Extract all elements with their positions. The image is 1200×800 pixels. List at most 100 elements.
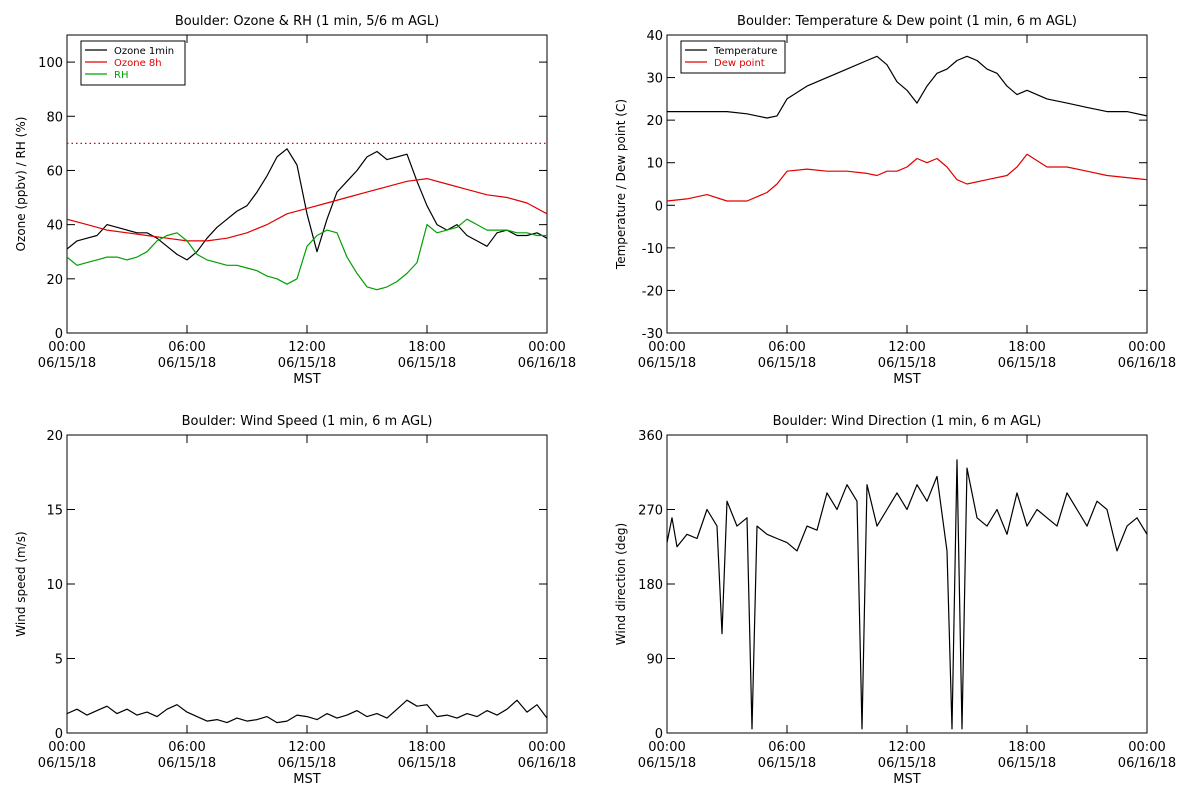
wind_speed-ytick-label: 20 — [46, 429, 63, 444]
ozone_rh-legend — [80, 40, 186, 86]
wind_speed-panel: Boulder: Wind Speed (1 min, 6 m AGL) 0 5 10… — [14, 414, 576, 787]
temp_dew-xtick-date: 06/15/18 — [998, 356, 1056, 371]
wind_speed-xtick-time: 06:00 — [168, 740, 205, 755]
ozone_rh-ytick-label: 40 — [46, 219, 63, 234]
wind_speed-title: Boulder: Wind Speed (1 min, 6 m AGL) — [182, 414, 433, 429]
wind_direction-xtick-time: 12:00 — [888, 740, 925, 755]
ozone_rh-xtick-time: 00:00 — [48, 340, 85, 355]
ozone_rh-xtick-time: 18:00 — [408, 340, 445, 355]
temp_dew-plot-area — [667, 55, 1147, 202]
ozone_rh-xtick-time: 00:00 — [528, 340, 565, 355]
ozone_rh-xtick-date: 06/15/18 — [278, 356, 336, 371]
wind_direction-xlabel: MST — [893, 772, 920, 787]
ozone_rh-title: Boulder: Ozone & RH (1 min, 5/6 m AGL) — [175, 14, 439, 29]
wind_direction-ylabel: Wind direction (deg) — [614, 523, 628, 645]
temp_dew-legend-label: Temperature — [713, 46, 777, 57]
ozone_rh-xtick-time: 12:00 — [288, 340, 325, 355]
wind_direction-xtick-time: 18:00 — [1008, 740, 1045, 755]
temp_dew-legend — [680, 40, 786, 74]
wind_direction-ytick-label: 0 — [655, 727, 663, 742]
wind_speed-ylabel: Wind speed (m/s) — [14, 531, 28, 636]
temp_dew-title: Boulder: Temperature & Dew point (1 min,… — [737, 14, 1077, 29]
wind_speed-ytick-label: 10 — [46, 578, 63, 593]
wind_speed-xtick-date: 06/15/18 — [158, 756, 216, 771]
ozone_rh-xlabel: MST — [293, 372, 320, 387]
wind_direction-xtick-time: 00:00 — [1128, 740, 1165, 755]
temp_dew-xtick-date: 06/15/18 — [878, 356, 936, 371]
ozone_rh-legend-label: Ozone 1min — [114, 46, 174, 57]
wind_speed-xtick-time: 00:00 — [528, 740, 565, 755]
ozone_rh-ytick-label: 100 — [38, 56, 63, 71]
ozone_rh-legend-label: RH — [114, 70, 128, 81]
wind_direction-ytick-label: 90 — [646, 653, 663, 668]
wind_speed-ytick-label: 5 — [55, 653, 63, 668]
wind_direction-ytick-label: 180 — [638, 578, 663, 593]
temp_dew-ytick-label: -20 — [642, 284, 663, 299]
ozone_rh-series-ozone-1min-line — [67, 148, 547, 261]
ozone_rh-ytick-label: 60 — [46, 164, 63, 179]
temp_dew-xtick-time: 18:00 — [1008, 340, 1045, 355]
wind_direction-xtick-date: 06/16/18 — [1118, 756, 1176, 771]
wind_direction-xtick-date: 06/15/18 — [758, 756, 816, 771]
temp_dew-xtick-date: 06/15/18 — [758, 356, 816, 371]
ozone_rh-xtick-date: 06/16/18 — [518, 356, 576, 371]
temp_dew-ytick-label: 30 — [646, 72, 663, 87]
wind_speed-ytick-label: 15 — [46, 504, 63, 519]
temp_dew-xtick-date: 06/16/18 — [1118, 356, 1176, 371]
ozone_rh-xtick-date: 06/15/18 — [398, 356, 456, 371]
wind_direction-xtick-date: 06/15/18 — [878, 756, 936, 771]
wind_direction-title: Boulder: Wind Direction (1 min, 6 m AGL) — [773, 414, 1042, 429]
ozone_rh-legend-label: Ozone 8h — [114, 58, 162, 69]
ozone_rh-panel: Boulder: Ozone & RH (1 min, 5/6 m AGL) 0 2… — [14, 14, 576, 387]
ozone_rh-ytick-label: 80 — [46, 110, 63, 125]
temp_dew-series-dew-point-line — [667, 153, 1147, 202]
temp_dew-ytick-label: 20 — [646, 114, 663, 129]
wind_speed-ytick-label: 0 — [55, 727, 63, 742]
temp_dew-ytick-label: 40 — [646, 29, 663, 44]
wind_direction-xtick-date: 06/15/18 — [998, 756, 1056, 771]
temp_dew-xtick-time: 06:00 — [768, 340, 805, 355]
wind_speed-xtick-date: 06/15/18 — [398, 756, 456, 771]
ozone_rh-series-ozone-8h-line — [67, 178, 547, 242]
temp_dew-xlabel: MST — [893, 372, 920, 387]
ozone_rh-xtick-date: 06/15/18 — [38, 356, 96, 371]
wind_direction-ytick-label: 270 — [638, 504, 663, 519]
temp_dew-xtick-time: 12:00 — [888, 340, 925, 355]
temp_dew-ytick-label: 0 — [655, 199, 663, 214]
wind_speed-xtick-time: 00:00 — [48, 740, 85, 755]
ozone_rh-xtick-date: 06/15/18 — [158, 356, 216, 371]
ozone_rh-ytick-label: 0 — [55, 327, 63, 342]
temp_dew-legend-label: Dew point — [714, 58, 765, 69]
wind_speed-series-0-line — [67, 699, 547, 724]
wind_direction-ytick-label: 360 — [638, 429, 663, 444]
temp_dew-ylabel: Temperature / Dew point (C) — [614, 99, 628, 270]
wind_direction-plot-area — [667, 459, 1147, 730]
wind_speed-xtick-date: 06/15/18 — [38, 756, 96, 771]
temp_dew-xtick-time: 00:00 — [648, 340, 685, 355]
wind_speed-plot-area — [67, 699, 547, 724]
temp_dew-panel: Boulder: Temperature & Dew point (1 min,… — [614, 14, 1176, 387]
temp_dew-ytick-label: -10 — [642, 242, 663, 257]
wind_direction-series-0-line — [667, 459, 1147, 730]
temp_dew-ytick-label: -30 — [642, 327, 663, 342]
wind_speed-xtick-date: 06/15/18 — [278, 756, 336, 771]
ozone_rh-ytick-label: 20 — [46, 273, 63, 288]
temp_dew-xtick-time: 00:00 — [1128, 340, 1165, 355]
ozone_rh-ylabel: Ozone (ppbv) / RH (%) — [14, 117, 28, 252]
ozone_rh-xtick-time: 06:00 — [168, 340, 205, 355]
wind_direction-xtick-time: 06:00 — [768, 740, 805, 755]
wind_speed-xtick-date: 06/16/18 — [518, 756, 576, 771]
wind_direction-xtick-date: 06/15/18 — [638, 756, 696, 771]
wind_speed-xtick-time: 18:00 — [408, 740, 445, 755]
ozone_rh-series-rh-line — [67, 218, 547, 291]
temp_dew-series-temperature-line — [667, 55, 1147, 119]
wind_speed-xtick-time: 12:00 — [288, 740, 325, 755]
wind_speed-xlabel: MST — [293, 772, 320, 787]
temp_dew-xtick-date: 06/15/18 — [638, 356, 696, 371]
wind_direction-xtick-time: 00:00 — [648, 740, 685, 755]
ozone_rh-plot-area — [67, 142, 547, 291]
wind_direction-panel: Boulder: Wind Direction (1 min, 6 m AGL)… — [614, 414, 1176, 787]
temp_dew-ytick-label: 10 — [646, 157, 663, 172]
